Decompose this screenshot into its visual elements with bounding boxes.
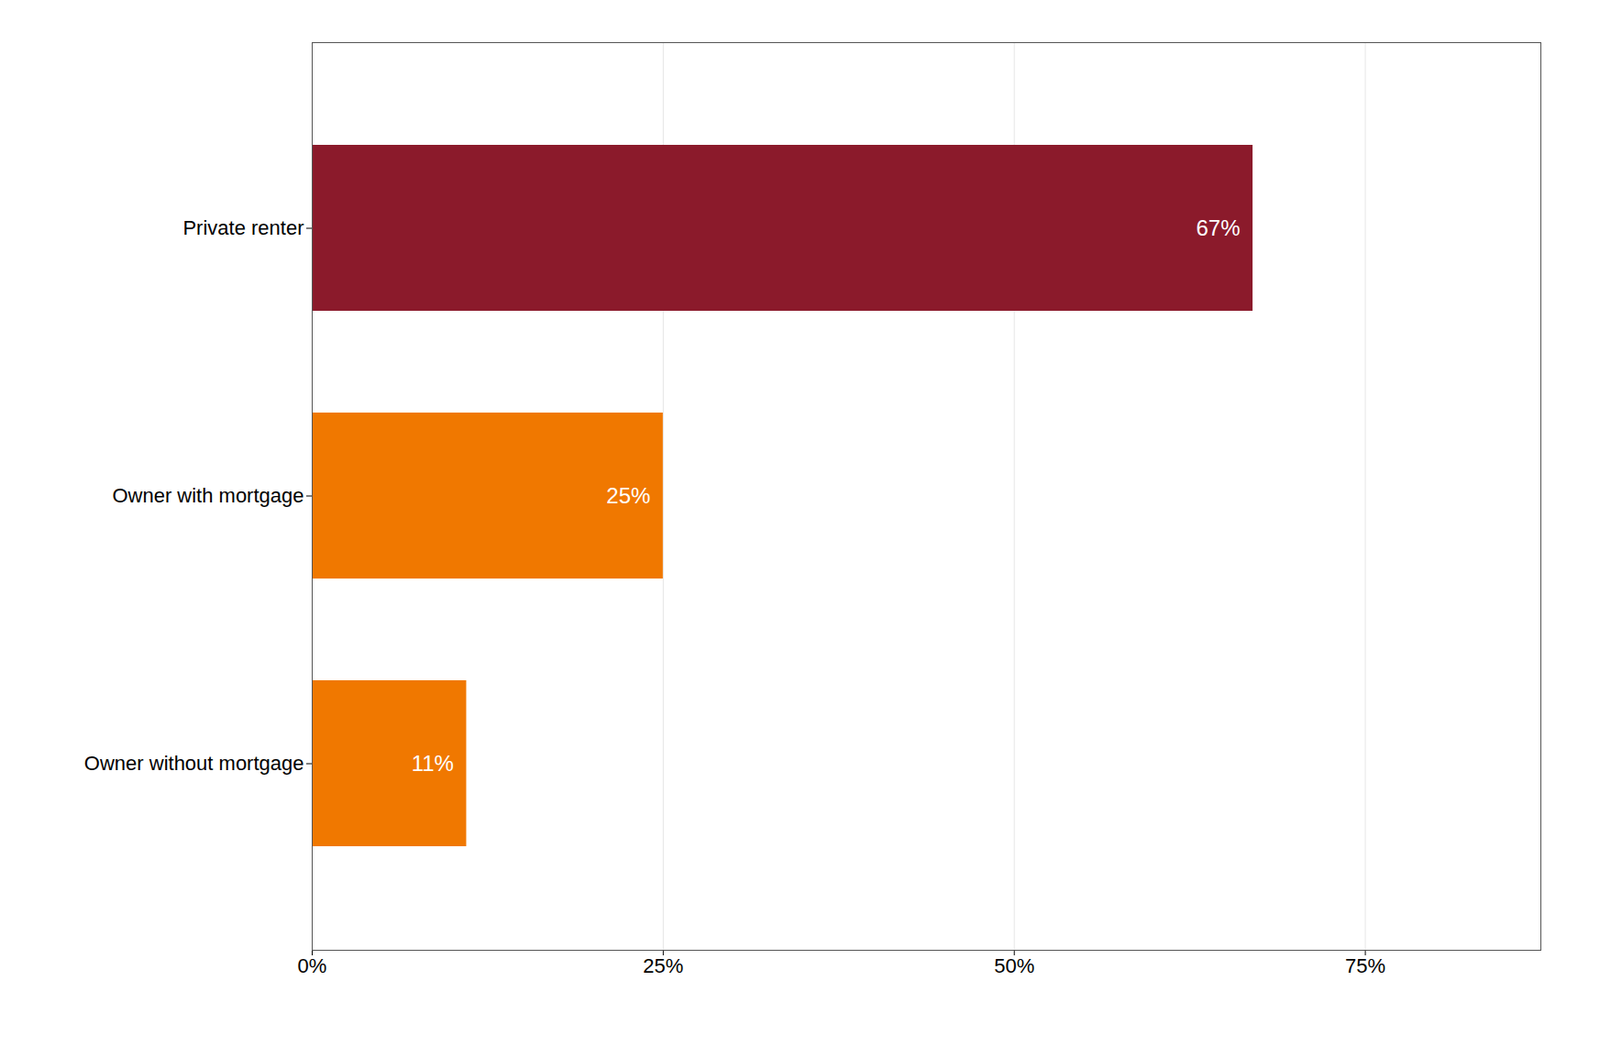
svg-text:11%: 11% <box>411 750 454 776</box>
svg-text:Owner with mortgage: Owner with mortgage <box>111 484 304 508</box>
svg-text:25%: 25% <box>642 954 684 978</box>
svg-text:75%: 75% <box>1345 954 1386 978</box>
svg-text:25%: 25% <box>606 483 651 508</box>
svg-text:Private renter: Private renter <box>182 216 304 240</box>
svg-text:0%: 0% <box>297 954 328 978</box>
svg-text:50%: 50% <box>993 954 1035 978</box>
svg-text:Owner without mortgage: Owner without mortgage <box>84 751 305 775</box>
svg-text:67%: 67% <box>1196 215 1241 241</box>
